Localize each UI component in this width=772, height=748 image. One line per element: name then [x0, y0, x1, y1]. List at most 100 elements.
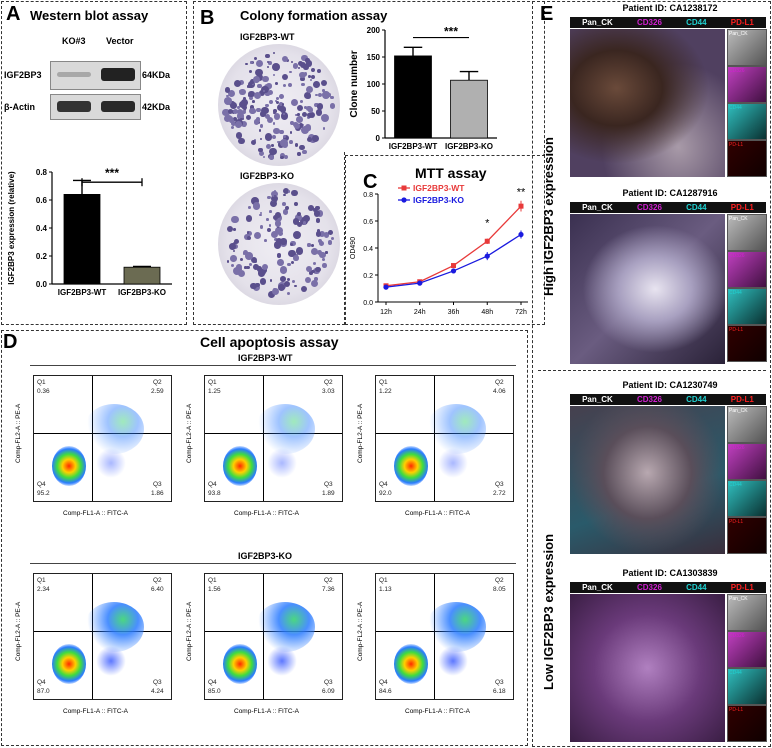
quadrant-value-q1: 2.34 [37, 586, 50, 593]
marker-label: Pan_CK [582, 203, 613, 212]
panel-b [193, 1, 545, 153]
channel-thumbnail-label: CD326 [729, 68, 745, 74]
bar-chart-igf2bp3: 0.0 0.2 0.4 0.6 0.8 IGF2BP3-WT IGF2BP3-KO IGF2B… [7, 166, 172, 297]
multiplex-ihc-image [570, 29, 725, 177]
quadrant-label-q1: Q1 [208, 577, 217, 584]
bar-0 [394, 55, 432, 139]
channel-thumbnail-label: PD-L1 [729, 142, 744, 148]
quadrant-value-q1: 1.13 [379, 586, 392, 593]
line-chart-mtt: 0.0 0.2 0.4 0.6 0.8 12h 24h 36h 48h 72h OD490 IGF2B… [350, 183, 528, 316]
marker-label: PD-L1 [730, 18, 754, 27]
patient-id-label: Patient ID: CA1238172 [622, 3, 718, 13]
marker-label: PD-L1 [730, 395, 754, 404]
marker-label: CD44 [686, 18, 707, 27]
channel-thumbnail-label: Pan_CK [729, 408, 748, 414]
x-tick-label: 24h [414, 309, 426, 316]
channel-thumbnail-label: Pan_CK [729, 31, 748, 37]
marker-legend-bar: Pan_CK CD326 CD44 PD-L1 [570, 394, 766, 405]
quadrant-label-q3: Q3 [495, 679, 504, 686]
channel-thumbnail-label: PD-L1 [729, 707, 744, 713]
marker-label: PD-L1 [730, 583, 754, 592]
y-axis-label: IGF2BP3 expression (relative) [7, 171, 16, 285]
patient-id-label: Patient ID: CA1230749 [622, 380, 718, 390]
quadrant-value-q4: 87.0 [37, 688, 50, 695]
category-label: IGF2BP3-KO [445, 142, 493, 151]
category-label: IGF2BP3-KO [118, 288, 166, 297]
channel-thumbnail: Pan_CK [727, 214, 767, 251]
blot-igf2bp3-image [50, 61, 141, 90]
blot-band-actin-vector [101, 101, 135, 112]
flow-y-axis-label: Comp-FL2-A :: PE-A [357, 601, 364, 661]
channel-thumbnail-label: CD44 [729, 290, 742, 296]
panel-a-letter: A [6, 3, 21, 25]
significance-72h: ** [517, 186, 526, 198]
multiplex-ihc-image [570, 594, 725, 742]
quadrant-value-q3: 1.89 [322, 490, 335, 497]
flow-x-axis-label: Comp-FL1-A :: FITC-A [63, 510, 129, 517]
marker-legend-bar: Pan_CK CD326 CD44 PD-L1 [570, 202, 766, 213]
channel-thumbnail: CD326 [727, 631, 767, 668]
quadrant-label-q1: Q1 [379, 577, 388, 584]
blot-band-actin-ko [57, 101, 91, 112]
quadrant-label-q4: Q4 [37, 679, 46, 686]
patient-id-label: Patient ID: CA1303839 [622, 568, 718, 578]
low-expression-label: Low IGF2BP3 expression [541, 533, 556, 690]
x-tick-label: 12h [380, 309, 392, 316]
quadrant-value-q2: 7.36 [322, 586, 335, 593]
flow-x-axis-label: Comp-FL1-A :: FITC-A [234, 510, 300, 517]
panel-e-letter: E [540, 3, 554, 25]
bar-0 [63, 194, 101, 285]
marker-label: CD44 [686, 203, 707, 212]
blot-actin-image [50, 94, 141, 120]
flow-x-axis-label: Comp-FL1-A :: FITC-A [405, 708, 471, 715]
flow-x-axis-label: Comp-FL1-A :: FITC-A [405, 510, 471, 517]
panel-a [1, 1, 187, 325]
bar-1 [123, 266, 161, 285]
y-tick-label: 100 [367, 80, 381, 89]
data-point [484, 238, 490, 244]
quadrant-label-q4: Q4 [208, 481, 217, 488]
y-tick-label: 200 [367, 26, 381, 35]
data-point [383, 284, 389, 290]
panel-d [1, 330, 528, 746]
panel-b-title: Colony formation assay [240, 8, 388, 23]
blot-protein-igf2bp3: IGF2BP3 [4, 70, 42, 80]
y-tick-label: 0.8 [363, 192, 373, 199]
group-divider-wt [30, 365, 516, 366]
quadrant-label-q2: Q2 [495, 577, 504, 584]
quadrant-label-q2: Q2 [153, 379, 162, 386]
quadrant-label-q4: Q4 [208, 679, 217, 686]
marker-label: Pan_CK [582, 18, 613, 27]
channel-thumbnail: PD-L1 [727, 705, 767, 742]
marker-legend-bar: Pan_CK CD326 CD44 PD-L1 [570, 17, 766, 28]
lane-label-ko3: KO#3 [62, 36, 86, 46]
channel-thumbnail: Pan_CK [727, 29, 767, 66]
y-tick-label: 0.0 [36, 280, 48, 289]
dish-label-wt: IGF2BP3-WT [240, 32, 295, 42]
quadrant-label-q2: Q2 [324, 379, 333, 386]
x-tick-label: 48h [481, 309, 493, 316]
channel-thumbnail: PD-L1 [727, 517, 767, 554]
channel-thumbnail: CD326 [727, 251, 767, 288]
channel-thumbnail: Pan_CK [727, 594, 767, 631]
panel-c-letter: C [363, 171, 378, 193]
series-line-1 [385, 233, 522, 288]
flow-y-axis-label: Comp-FL2-A :: PE-A [15, 403, 22, 463]
series-line-0 [385, 205, 522, 287]
y-tick-label: 50 [371, 107, 380, 116]
multiplex-ihc-image [570, 214, 725, 364]
channel-thumbnail: Pan_CK [727, 406, 767, 443]
quadrant-label-q2: Q2 [324, 577, 333, 584]
quadrant-value-q4: 84.6 [379, 688, 392, 695]
significance-stars: *** [105, 166, 119, 180]
channel-thumbnail-label: CD326 [729, 633, 745, 639]
category-label: IGF2BP3-WT [389, 142, 438, 151]
marker-label: CD44 [686, 395, 707, 404]
flow-x-axis-label: Comp-FL1-A :: FITC-A [63, 708, 129, 715]
quadrant-value-q3: 4.24 [151, 688, 164, 695]
flow-y-axis-label: Comp-FL2-A :: PE-A [186, 601, 193, 661]
quadrant-value-q3: 2.72 [493, 490, 506, 497]
quadrant-value-q1: 0.36 [37, 388, 50, 395]
channel-thumbnail: CD44 [727, 288, 767, 325]
data-point [484, 253, 490, 259]
